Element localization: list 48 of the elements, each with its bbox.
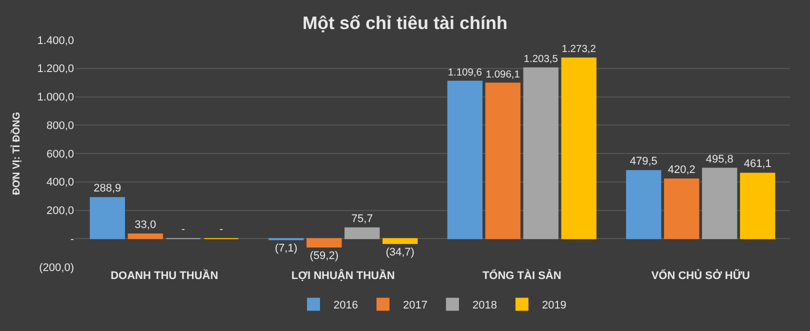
x-tick-label: LỢI NHUẬN THUẦN bbox=[291, 269, 395, 282]
y-tick-label: 200,0 bbox=[46, 205, 74, 218]
data-label: 33,0 bbox=[134, 218, 156, 231]
bar bbox=[90, 197, 125, 240]
data-label: - bbox=[181, 224, 186, 236]
y-tick-label: 1.200,0 bbox=[37, 63, 74, 76]
x-tick-label: DOANH THU THUẦN bbox=[110, 269, 218, 282]
bar bbox=[523, 67, 558, 240]
y-tick-label: (200,0) bbox=[39, 262, 74, 274]
bar bbox=[561, 57, 596, 240]
bar bbox=[702, 168, 738, 240]
data-label: 1.203,5 bbox=[524, 54, 558, 66]
y-tick-label: 1.000,0 bbox=[37, 92, 74, 104]
data-label: 420,2 bbox=[668, 164, 696, 176]
chart-title: Một số chỉ tiêu tài chính bbox=[302, 13, 508, 34]
bar bbox=[306, 238, 342, 248]
bar bbox=[485, 82, 520, 240]
bar bbox=[740, 172, 776, 240]
data-label: 1.096,1 bbox=[486, 69, 520, 80]
bar bbox=[626, 170, 662, 240]
y-axis-title: ĐƠN VỊ: TỈ ĐỒNG bbox=[10, 112, 22, 195]
data-label: 288,9 bbox=[94, 182, 122, 195]
bar bbox=[344, 227, 380, 240]
y-tick-label: 600,0 bbox=[46, 148, 74, 160]
data-label: 479,5 bbox=[630, 156, 658, 168]
y-tick-label: 400,0 bbox=[46, 176, 74, 189]
data-label: - bbox=[219, 224, 224, 236]
data-label: 461,1 bbox=[744, 158, 772, 170]
bar bbox=[664, 178, 700, 240]
legend-label: 2016 bbox=[334, 299, 358, 312]
bar bbox=[382, 238, 418, 244]
data-label: (7,1) bbox=[274, 242, 298, 255]
data-label: 1.273,2 bbox=[562, 44, 596, 56]
bar bbox=[447, 80, 482, 240]
y-tick-label: - bbox=[70, 233, 74, 246]
y-tick-label: 800,0 bbox=[46, 120, 74, 132]
legend-label: 2017 bbox=[402, 299, 428, 312]
bar bbox=[128, 233, 163, 240]
data-label: 495,8 bbox=[706, 153, 734, 166]
x-tick-label: TỔNG TÀI SẢN bbox=[482, 269, 562, 282]
data-label: 75,7 bbox=[351, 212, 373, 225]
data-label: 1.109,6 bbox=[448, 67, 482, 78]
x-tick-label: VỐN CHỦ SỞ HỮU bbox=[651, 269, 750, 282]
y-tick-label: 1.400,0 bbox=[37, 34, 74, 47]
legend-label: 2019 bbox=[542, 299, 566, 312]
data-label: (34,7) bbox=[386, 246, 414, 259]
legend-label: 2018 bbox=[472, 299, 497, 312]
data-label: (59,2) bbox=[310, 250, 339, 262]
